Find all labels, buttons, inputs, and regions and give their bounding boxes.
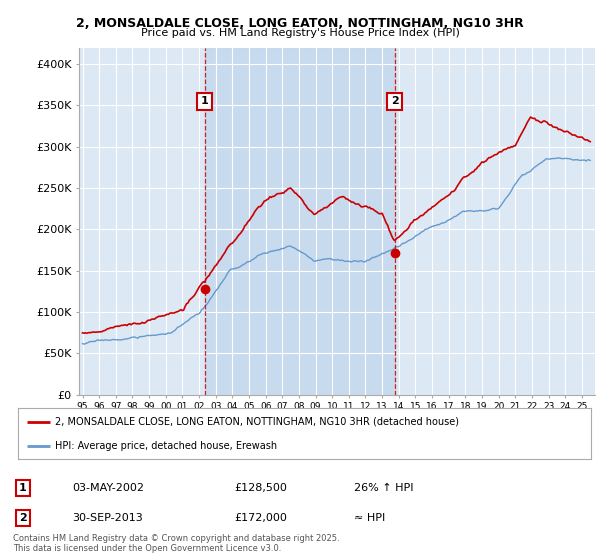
Text: 30-SEP-2013: 30-SEP-2013: [72, 513, 143, 523]
Text: £172,000: £172,000: [234, 513, 287, 523]
Text: Price paid vs. HM Land Registry's House Price Index (HPI): Price paid vs. HM Land Registry's House …: [140, 28, 460, 38]
Text: 2: 2: [391, 96, 398, 106]
Text: 1: 1: [19, 483, 26, 493]
Text: Contains HM Land Registry data © Crown copyright and database right 2025.
This d: Contains HM Land Registry data © Crown c…: [13, 534, 340, 553]
Text: 2, MONSALDALE CLOSE, LONG EATON, NOTTINGHAM, NG10 3HR: 2, MONSALDALE CLOSE, LONG EATON, NOTTING…: [76, 17, 524, 30]
Text: 1: 1: [201, 96, 209, 106]
Text: ≈ HPI: ≈ HPI: [354, 513, 385, 523]
Text: HPI: Average price, detached house, Erewash: HPI: Average price, detached house, Erew…: [55, 441, 277, 451]
Text: 2: 2: [19, 513, 26, 523]
Text: 2, MONSALDALE CLOSE, LONG EATON, NOTTINGHAM, NG10 3HR (detached house): 2, MONSALDALE CLOSE, LONG EATON, NOTTING…: [55, 417, 459, 427]
Text: 03-MAY-2002: 03-MAY-2002: [72, 483, 144, 493]
Text: 26% ↑ HPI: 26% ↑ HPI: [354, 483, 413, 493]
Text: £128,500: £128,500: [234, 483, 287, 493]
Bar: [205, 48, 395, 395]
